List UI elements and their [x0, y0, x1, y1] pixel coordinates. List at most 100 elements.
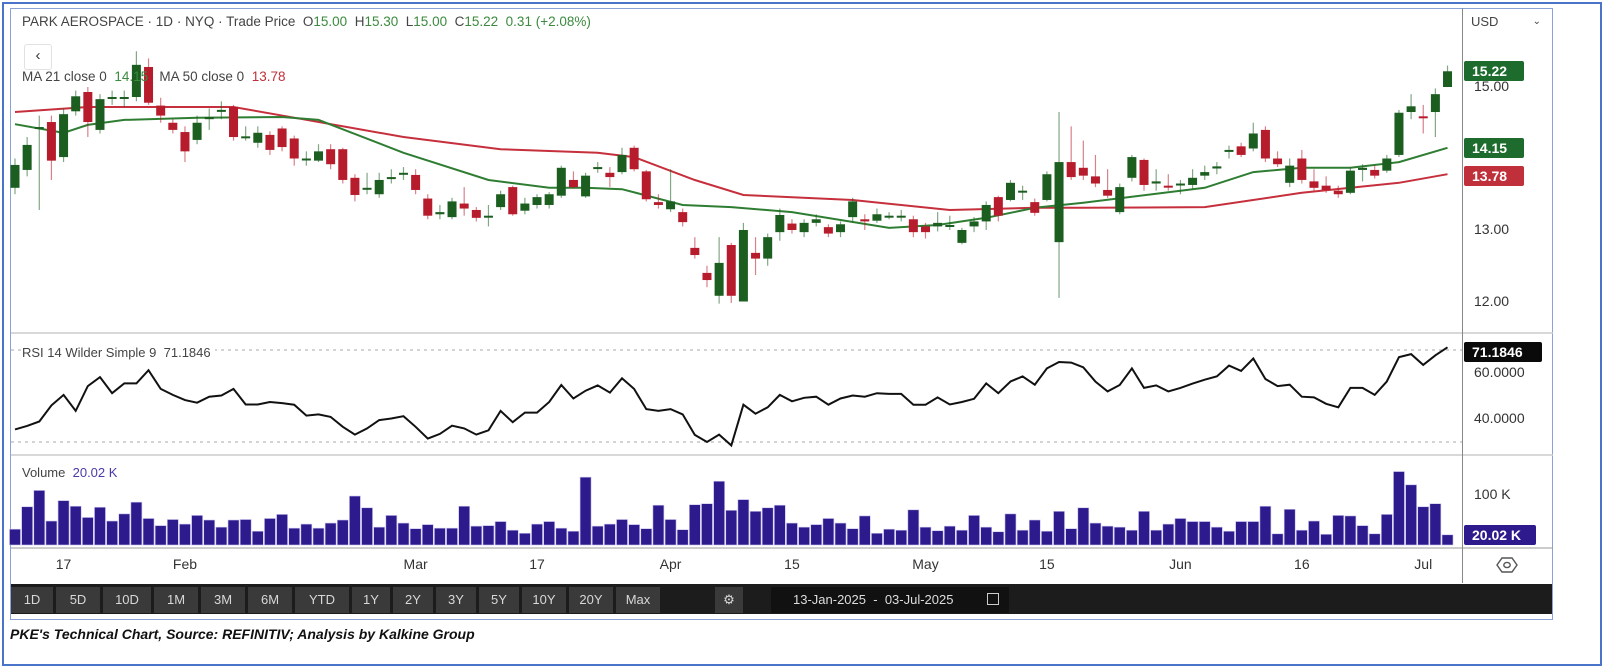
date-tick-label: Jul: [1414, 556, 1433, 572]
range-button-1y[interactable]: 1Y: [352, 587, 390, 613]
price-tick: 12.00: [1474, 293, 1510, 309]
candle-body: [1430, 94, 1440, 113]
date-range-picker[interactable]: 13-Jan-2025 - 03-Jul-2025: [771, 587, 1009, 613]
range-button-5d[interactable]: 5D: [56, 587, 100, 613]
rsi-badge: 71.1846: [1464, 342, 1542, 362]
range-button-20y[interactable]: 20Y: [569, 587, 613, 613]
candle-body: [1200, 172, 1210, 176]
range-button-10y[interactable]: 10Y: [522, 587, 566, 613]
candle-body: [1248, 133, 1258, 149]
volume-bar: [919, 526, 932, 546]
volume-bar: [713, 480, 725, 546]
candle-body: [872, 214, 882, 221]
range-button-3y[interactable]: 3Y: [436, 587, 476, 613]
candle-body: [277, 128, 287, 148]
volume-bar: [652, 504, 665, 546]
volume-bar: [494, 521, 507, 546]
candle-body: [945, 224, 955, 227]
ma50-line: [14, 106, 1448, 212]
volume-bar: [409, 528, 422, 546]
candle-body: [544, 194, 554, 205]
volume-bar: [118, 513, 131, 546]
range-button-2y[interactable]: 2Y: [393, 587, 433, 613]
range-button-6m[interactable]: 6M: [248, 587, 292, 613]
back-button[interactable]: ‹: [24, 44, 52, 70]
candle-body: [702, 272, 712, 281]
volume-bar: [336, 519, 349, 546]
calendar-icon[interactable]: [987, 593, 999, 605]
volume-bar: [1016, 529, 1029, 546]
date-to: 03-Jul-2025: [884, 592, 954, 607]
candle-body: [605, 172, 615, 178]
volume-bar: [69, 505, 82, 546]
candle-body: [192, 122, 202, 140]
candle-body: [1224, 149, 1234, 152]
candle-body: [301, 158, 311, 161]
volume-bar: [883, 528, 895, 546]
candle-body: [1066, 162, 1076, 178]
volume-bar: [1308, 520, 1320, 546]
candle-body: [398, 172, 408, 175]
eye-settings-icon[interactable]: [1496, 556, 1518, 574]
candle-body: [1103, 189, 1113, 196]
volume-bar: [276, 514, 288, 546]
open-value: 15.00: [313, 14, 348, 29]
candle-body: [884, 215, 894, 218]
range-button-1m[interactable]: 1M: [154, 587, 198, 613]
range-button-max[interactable]: Max: [616, 587, 660, 613]
volume-bar: [1174, 518, 1187, 546]
volume-legend: Volume 20.02 K: [22, 465, 117, 480]
volume-bar: [154, 525, 167, 546]
candle-body: [993, 197, 1003, 216]
volume-bar: [264, 518, 276, 546]
candle-body: [1394, 112, 1404, 155]
volume-bar: [1429, 503, 1442, 546]
candle-body: [1054, 162, 1064, 243]
date-tick-label: 15: [784, 556, 800, 572]
range-button-1d[interactable]: 1D: [11, 587, 53, 613]
volume-bar: [239, 519, 252, 546]
volume-bar: [94, 506, 106, 546]
settings-gear-icon[interactable]: ⚙: [715, 587, 743, 613]
volume-bar: [871, 532, 883, 546]
range-button-3m[interactable]: 3M: [201, 587, 245, 613]
date-separator: -: [873, 592, 878, 607]
volume-bar: [1053, 511, 1065, 546]
range-button-ytd[interactable]: YTD: [295, 587, 349, 613]
currency-dropdown[interactable]: USD ⌄: [1467, 10, 1547, 34]
volume-bar: [82, 517, 94, 546]
candle-body: [119, 97, 129, 100]
volume-bar: [943, 525, 956, 546]
date-tick-label: Jun: [1169, 556, 1192, 572]
volume-bar: [761, 507, 774, 546]
volume-bar: [179, 523, 191, 546]
volume-bar: [458, 505, 470, 546]
rsi-line: [14, 346, 1449, 448]
candle-body: [981, 204, 991, 222]
volume-bar: [1368, 533, 1381, 546]
date-tick-label: May: [912, 556, 939, 572]
candle-body: [144, 66, 154, 103]
range-button-5y[interactable]: 5Y: [479, 587, 519, 613]
volume-bar: [992, 531, 1005, 546]
volume-bar: [470, 525, 483, 546]
volume-bar: [1223, 530, 1235, 546]
volume-bar: [1405, 484, 1417, 546]
candle-body: [1236, 146, 1246, 155]
volume-bar: [106, 520, 118, 546]
candle-body: [131, 64, 141, 98]
chevron-down-icon: ⌄: [1532, 16, 1541, 27]
candle-body: [568, 179, 578, 188]
candle-body: [1297, 158, 1307, 180]
range-button-10d[interactable]: 10D: [103, 587, 151, 613]
volume-bar: [1381, 514, 1393, 546]
candle-body: [787, 223, 797, 230]
candle-body: [593, 167, 603, 170]
ma21-label: MA 21 close 0: [22, 69, 107, 84]
volume-bar: [834, 522, 847, 546]
volume-tick: 100 K: [1474, 486, 1511, 502]
candle-body: [1309, 181, 1319, 188]
candle-body: [1078, 167, 1088, 176]
volume-label: Volume: [22, 465, 66, 480]
